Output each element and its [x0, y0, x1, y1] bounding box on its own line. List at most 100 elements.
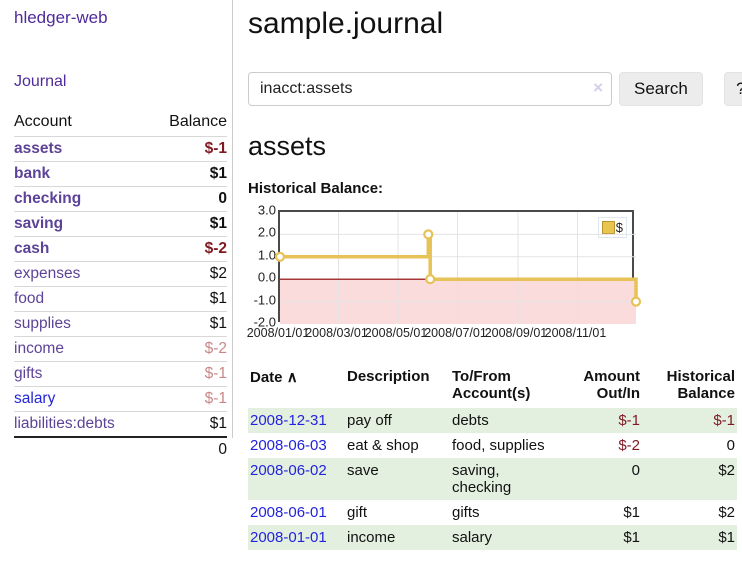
register-header-balance: Historical Balance	[666, 368, 735, 402]
table-row: 2008-06-01 gift gifts $1 $2	[248, 500, 737, 525]
transaction-balance: $2	[718, 462, 735, 479]
page-title: sample.journal	[248, 7, 444, 40]
transaction-description: pay off	[347, 412, 392, 429]
register-header-description: Description	[347, 368, 430, 385]
y-tick-label: -2.0	[253, 314, 276, 330]
account-balance: $1	[149, 411, 227, 437]
register-header-date[interactable]: Date ∧	[250, 369, 298, 386]
table-row: salary $-1	[14, 386, 227, 412]
sidebar-item-expenses[interactable]: expenses	[14, 265, 81, 282]
sidebar-item-assets[interactable]: assets	[14, 140, 63, 157]
transaction-accounts: food, supplies	[452, 437, 545, 454]
y-tick-label: 0.0	[257, 269, 276, 285]
sort-asc-icon: ∧	[286, 369, 298, 386]
transaction-date-link[interactable]: 2008-12-31	[250, 412, 327, 429]
transaction-amount: 0	[631, 462, 640, 479]
sidebar-item-bank[interactable]: bank	[14, 165, 51, 182]
table-row: assets $-1	[14, 136, 227, 162]
table-row: saving $1	[14, 211, 227, 237]
account-balance: 0	[149, 186, 227, 212]
sidebar-item-journal[interactable]: Journal	[14, 73, 67, 90]
brand-link[interactable]: hledger-web	[14, 8, 108, 27]
sidebar-item-salary[interactable]: salary	[14, 390, 56, 407]
sidebar-item-income[interactable]: income	[14, 340, 64, 357]
table-row: expenses $2	[14, 261, 227, 287]
sidebar-item-saving[interactable]: saving	[14, 215, 64, 232]
transaction-description: income	[347, 529, 396, 546]
y-tick-label: 2.0	[257, 224, 276, 240]
table-row: bank $1	[14, 161, 227, 187]
transaction-date-link[interactable]: 2008-06-01	[250, 504, 327, 521]
transaction-amount: $-1	[618, 412, 640, 429]
x-tick-label: 2008/07/01	[424, 326, 487, 340]
chart-plot-area: $	[274, 210, 642, 324]
historical-balance-chart: 3.0 2.0 1.0 0.0 -1.0 -2.0 $ 2008/01/01 2008/03…	[247, 203, 668, 342]
account-balance: $1	[149, 211, 227, 237]
table-row: gifts $-1	[14, 361, 227, 387]
clear-search-icon[interactable]: ×	[593, 78, 603, 97]
table-row: 2008-01-01 income salary $1 $1	[248, 525, 737, 550]
x-tick-label: 2008/11/01	[544, 326, 607, 340]
accounts-total-value: 0	[149, 436, 227, 462]
account-balance: $1	[149, 286, 227, 312]
search-button[interactable]: Search	[619, 72, 703, 106]
y-tick-label: -1.0	[253, 292, 276, 308]
transaction-accounts: salary	[452, 529, 493, 546]
register-table: Date ∧ Description To/From Account(s) Am…	[248, 366, 737, 550]
search-input[interactable]	[248, 72, 612, 106]
transaction-balance: $-1	[713, 412, 735, 429]
app-brand: hledger-web	[14, 8, 227, 28]
account-balance: $2	[149, 261, 227, 287]
transaction-description: eat & shop	[347, 437, 419, 454]
transaction-date-link[interactable]: 2008-01-01	[250, 529, 327, 546]
account-balance: $1	[149, 161, 227, 187]
account-balance: $-2	[149, 336, 227, 362]
table-row: supplies $1	[14, 311, 227, 337]
help-button[interactable]: ?	[723, 72, 742, 106]
chart-label: Historical Balance:	[248, 180, 384, 197]
transaction-accounts: debts	[452, 412, 489, 429]
main-content: sample.journal × Search ? assets Histori…	[233, 0, 742, 550]
sidebar-item-cash[interactable]: cash	[14, 240, 50, 257]
transaction-date-link[interactable]: 2008-06-03	[250, 437, 327, 454]
sidebar-item-liabilities-debts[interactable]: liabilities:debts	[14, 415, 115, 432]
accounts-header-account: Account	[14, 113, 72, 130]
table-row: 2008-12-31 pay off debts $-1 $-1	[248, 408, 737, 433]
transaction-date-link[interactable]: 2008-06-02	[250, 462, 327, 479]
x-tick-label: 2008/05/01	[364, 326, 428, 340]
y-tick-label: 3.0	[257, 202, 276, 218]
y-tick-label: 1.0	[257, 247, 276, 263]
x-tick-label: 2008/09/01	[484, 326, 548, 340]
x-tick-label: 2008/03/01	[305, 326, 368, 340]
register-header-accounts: To/From Account(s)	[452, 368, 531, 402]
transaction-balance: $2	[718, 504, 735, 521]
transaction-amount: $-2	[618, 437, 640, 454]
transaction-balance: $1	[718, 529, 735, 546]
table-row: income $-2	[14, 336, 227, 362]
table-row: 2008-06-03 eat & shop food, supplies $-2…	[248, 433, 737, 458]
register-header-row: Date ∧ Description To/From Account(s) Am…	[248, 366, 737, 408]
transaction-description: gift	[347, 504, 368, 521]
accounts-total-row: 0	[14, 436, 227, 462]
account-title: assets	[248, 131, 327, 161]
sidebar-item-supplies[interactable]: supplies	[14, 315, 71, 332]
sidebar: hledger-web Journal Account Balance asse…	[0, 0, 233, 462]
transaction-description: save	[347, 462, 379, 479]
sidebar-item-checking[interactable]: checking	[14, 190, 82, 207]
legend-swatch-icon	[601, 221, 615, 234]
account-balance: $1	[149, 311, 227, 337]
transaction-accounts: gifts	[452, 504, 480, 521]
sidebar-item-gifts[interactable]: gifts	[14, 365, 43, 382]
accounts-header-row: Account Balance	[14, 110, 227, 137]
account-balance: $-1	[149, 136, 227, 162]
sidebar-nav: Journal	[14, 73, 227, 91]
transaction-balance: 0	[726, 437, 735, 454]
table-row: checking 0	[14, 186, 227, 212]
sidebar-item-food[interactable]: food	[14, 290, 45, 307]
account-balance: $-1	[149, 386, 227, 412]
account-balance: $-2	[149, 236, 227, 262]
table-row: liabilities:debts $1	[14, 411, 227, 437]
accounts-table: Account Balance assets $-1 bank $1 check…	[14, 110, 227, 462]
transaction-amount: $1	[623, 529, 640, 546]
account-balance: $-1	[149, 361, 227, 387]
